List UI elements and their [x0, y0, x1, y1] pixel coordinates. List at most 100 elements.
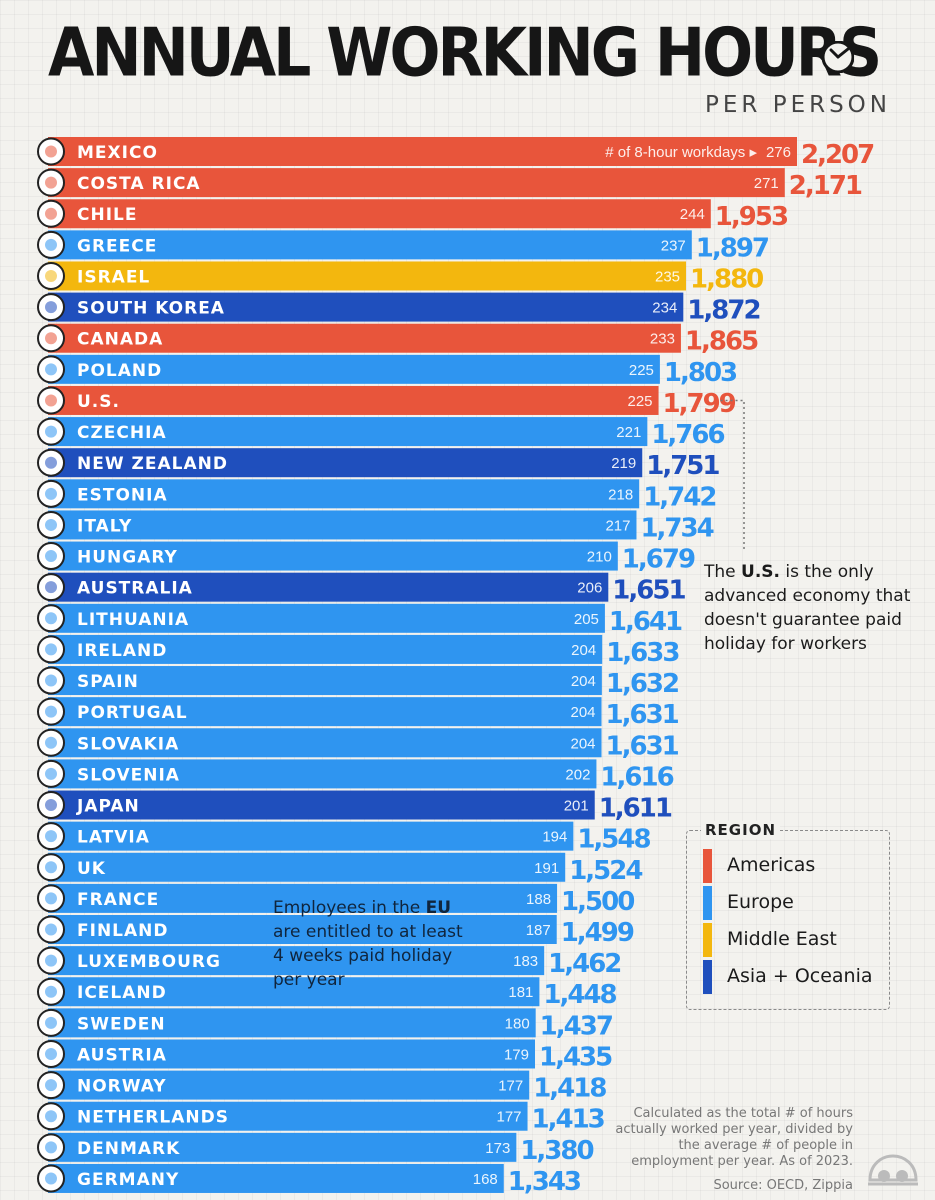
bar [48, 666, 602, 696]
bar [48, 417, 648, 447]
hours-value-label: 1,343 [508, 1167, 581, 1197]
flag-center-icon [45, 830, 57, 843]
flag-center-icon [45, 207, 57, 220]
flag-center-icon [45, 332, 57, 345]
bar [48, 261, 687, 291]
workdays-label: 173 [485, 1140, 510, 1157]
flag-center-icon [45, 487, 57, 500]
legend-swatch [703, 960, 712, 994]
methodology-note: Calculated as the total # of hours actua… [615, 1106, 853, 1169]
flag-center-icon [45, 581, 57, 594]
flag-center-icon [45, 643, 57, 656]
hours-value-label: 1,734 [640, 513, 713, 543]
flag-center-icon [45, 1110, 57, 1123]
flag-center-icon [45, 145, 57, 158]
country-label: NETHERLANDS [77, 1108, 229, 1128]
bar-row: MEXICO 276 # of 8-hour workdays ▸ 2,207 [37, 137, 876, 170]
bar [48, 1070, 530, 1100]
country-label: CANADA [77, 330, 163, 350]
bar-row: ISRAEL 235 1,880 [37, 261, 765, 294]
hours-value-label: 1,631 [606, 731, 679, 761]
bar-row: LATVIA 194 1,548 [37, 821, 653, 855]
country-label: SLOVENIA [77, 765, 180, 785]
country-label: DENMARK [77, 1139, 180, 1159]
bar [48, 510, 637, 540]
country-label: HUNGARY [77, 548, 178, 568]
page-title: ANNUAL WORKING HOURS [48, 13, 882, 93]
hours-value-label: 1,448 [543, 980, 616, 1010]
bar-row: COSTA RICA 271 2,171 [37, 168, 864, 201]
country-label: SPAIN [77, 672, 139, 692]
workdays-label: 177 [498, 1078, 523, 1095]
bar [48, 1101, 528, 1131]
bar-row: SLOVAKIA 204 1,631 [37, 728, 681, 761]
clock-icon [821, 40, 855, 74]
flag-center-icon [45, 1047, 57, 1060]
hours-value-label: 1,641 [609, 607, 682, 637]
legend-title: REGION [701, 821, 780, 839]
us-note: The U.S. is the only advanced economy th… [704, 562, 911, 654]
bar-row: POLAND 225 1,803 [37, 354, 739, 388]
country-label: AUSTRALIA [77, 579, 193, 599]
bar-row: NORWAY 177 1,418 [37, 1070, 608, 1104]
bar [48, 603, 605, 633]
flag-center-icon [45, 1016, 57, 1029]
bar [48, 292, 684, 322]
bar [48, 479, 640, 509]
flag-center-icon [45, 456, 57, 469]
country-label: JAPAN [76, 797, 140, 817]
flag-center-icon [45, 985, 57, 998]
country-label: IRELAND [77, 641, 167, 661]
country-label: CZECHIA [77, 423, 167, 443]
hours-value-label: 2,207 [801, 140, 874, 170]
hours-value-label: 1,435 [539, 1042, 612, 1072]
flag-center-icon [45, 550, 57, 563]
country-label: SLOVAKIA [77, 734, 179, 754]
country-label: NEW ZEALAND [77, 454, 228, 474]
country-label: AUSTRIA [77, 1045, 167, 1065]
workdays-label: 276 [766, 144, 791, 161]
bar-row: FINLAND 187 1,499 [37, 915, 636, 948]
workdays-label: 168 [473, 1171, 498, 1188]
bar-row: SWEDEN 180 1,437 [37, 1008, 615, 1041]
country-label: PORTUGAL [77, 703, 188, 723]
legend: REGION Americas Europe Middle East Asia … [686, 821, 890, 1010]
workdays-label: 191 [534, 860, 559, 877]
workdays-label: 181 [508, 984, 533, 1001]
hours-value-label: 1,751 [646, 451, 719, 481]
legend-swatch [703, 923, 712, 957]
bar-row: SOUTH KOREA 234 1,872 [37, 292, 762, 326]
legend-label: Europe [727, 891, 794, 913]
flag-center-icon [45, 736, 57, 749]
bar [48, 199, 711, 229]
flag-center-icon [45, 176, 57, 189]
country-label: ICELAND [77, 983, 167, 1003]
flag-center-icon [45, 892, 57, 905]
bar-row: IRELAND 204 1,633 [37, 634, 681, 668]
bar [48, 634, 603, 664]
country-label: LITHUANIA [77, 610, 189, 630]
hours-value-label: 1,499 [561, 918, 634, 948]
legend-label: Americas [727, 854, 816, 876]
flag-center-icon [45, 363, 57, 376]
hours-value-label: 1,679 [622, 545, 695, 575]
flag-center-icon [45, 1172, 57, 1185]
hours-value-label: 1,633 [606, 638, 679, 668]
workdays-label: 202 [565, 766, 590, 783]
country-label: MEXICO [77, 143, 158, 163]
bar-row: CANADA 233 1,865 [37, 323, 760, 357]
bar-row: GREECE 237 1,897 [37, 230, 771, 263]
hours-value-label: 2,171 [789, 171, 862, 201]
bar [48, 946, 545, 976]
flag-center-icon [45, 238, 57, 251]
country-label: FINLAND [77, 921, 169, 941]
country-label: POLAND [77, 361, 162, 381]
workdays-label: 234 [652, 300, 677, 317]
hours-value-label: 1,380 [520, 1136, 593, 1166]
workdays-label: 188 [526, 891, 551, 908]
bar [48, 728, 602, 758]
legend-label: Asia + Oceania [727, 965, 873, 987]
hours-value-label: 1,799 [663, 389, 736, 419]
hours-value-label: 1,437 [540, 1011, 613, 1041]
bar [48, 230, 692, 260]
